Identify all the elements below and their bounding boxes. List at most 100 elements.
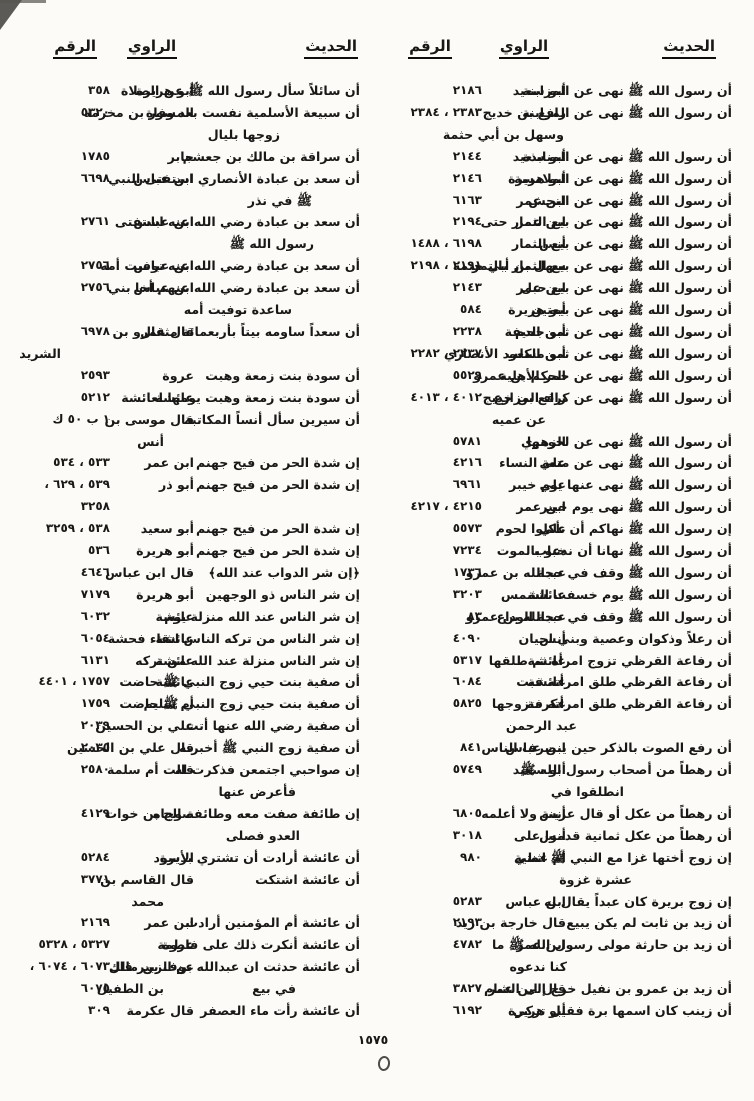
hadith-number: ٦٦٩٨: [80, 170, 110, 185]
number-cell: ٨٤١: [378, 737, 482, 759]
index-row: إن طائفة صفت معه وطائفة وجاه العدو فصلى صا…: [6, 803, 360, 847]
index-row: إن زوج أختها غزا مع النبي ﷺ اثنتي عشرة غز…: [378, 847, 732, 891]
hadith-cell: ﴿إن شر الدواب عند الله﴾: [194, 562, 360, 584]
scan-corner-artifact: [0, 0, 22, 30]
hadith-cell: أن رسول الله ﷺ وقف في حجة: [537, 562, 732, 584]
narrator-name: محمد: [131, 893, 164, 909]
hadith-text: أن سعد بن عبادة رضي الله عنه استفتى: [114, 214, 360, 230]
hadith-cell: أن زيد بن حارثة مولى رسول الله ﷺ ما كنا ن…: [492, 934, 732, 978]
number-cell: ٢١٤٦: [378, 168, 482, 190]
hadith-cell: أن رسول الله ﷺ نهى عن متعة النساء: [499, 452, 732, 474]
number-cell: ٢٠٣٩: [6, 715, 110, 737]
hadith-text: أن زيد بن ثابت لم يكن يبيع: [566, 915, 732, 931]
hadith-cell: أن رسول الله ﷺ نهى عن ثمن الدم: [515, 321, 732, 343]
narrator-name: ابن عباس: [133, 280, 194, 296]
number-cell: ٣٢٠٣: [378, 584, 482, 606]
hadith-text: أن رسول الله ﷺ نهى عن المنابذة: [522, 148, 732, 164]
index-row: أن رفع الصوت بالذكر حين ينصرف الناس ابن ع…: [378, 737, 732, 759]
hadith-text: أن سودة بنت زمعة وهبت: [205, 367, 360, 383]
index-row: أن عائشة أرادت أن تشتري بريرة الأسود ٥٢٨٤: [6, 847, 360, 869]
index-row: أن رسول الله ﷺ نهى عن حمر الأهلية الحكم ب…: [378, 365, 732, 387]
narrator-cell: خباب: [482, 540, 566, 562]
number-cell: ٤٦٤٦: [6, 562, 110, 584]
hadith-text: أن عائشة اشتكت: [255, 871, 360, 887]
narrator-name: رافع بن خديج: [482, 104, 566, 120]
number-cell: ٥٨٢٥: [378, 693, 482, 737]
index-row: أن سيرين سأل أنساً المكاتبة قال موسى بن أن…: [6, 409, 360, 453]
number-cell: ٨٣: [378, 606, 482, 628]
narrator-cell: أبو هريرة: [110, 584, 194, 606]
hadith-number: ١٧٥٩: [80, 696, 110, 711]
hadith-cell: أن عائشة رأت ماء العصفر: [194, 1000, 360, 1022]
narrator-name: أنس: [539, 630, 566, 646]
hadith-text: أن سائلاً سأل رسول الله ﷺ عن الصلاة: [120, 83, 360, 98]
hadith-cell: أن رسول الله ﷺ نهى عنها يوم خيبر: [509, 474, 732, 496]
hadith-text: عشرة غزوة: [559, 871, 632, 887]
index-row: أن رفاعة القرظي طلق امرأته فتزوجها عبد ال…: [378, 693, 732, 737]
narrator-name: ابن عمر: [516, 937, 566, 953]
narrator-name: أبو جحيفة: [504, 323, 566, 339]
number-cell: ٦١٩٢: [378, 1000, 482, 1022]
number-cell: ٥٢١٢: [6, 387, 110, 409]
header-hadith: الحديث: [194, 36, 360, 59]
hadith-cell: أن رسول الله ﷺ نهى عن كراء المزارع: [494, 387, 732, 431]
hadith-number: ٥٣٤ ، ٥٣٣: [53, 455, 110, 470]
hadith-text: أن صفية بنت حيي زوج النبي ﷺ حاضت: [119, 696, 360, 712]
hadith-text: أن رسول الله ﷺ يوم خسفت الشمس: [500, 586, 732, 602]
header-narrator: الراوي: [482, 36, 566, 59]
hadith-text: أن سيرين سأل أنساً المكاتبة: [184, 411, 360, 427]
hadith-text: أن سعد بن عبادة رضي الله عنهم أخا بني: [108, 280, 360, 296]
hadith-cell: أن صفية زوج النبي ﷺ أخبرته: [179, 737, 360, 759]
hadith-number: ٢٣٨٤ ، ٢٣٨٣: [410, 104, 482, 119]
narrator-cell: أبو هريرة: [482, 1000, 566, 1022]
narrator-name: أبو هريرة: [508, 302, 566, 318]
hadith-cell: أن رسول الله ﷺ نهى عن بيع حبل: [521, 277, 732, 299]
hadith-cell: أن رسول الله ﷺ نهى عن النجش: [528, 190, 732, 212]
number-cell: ٢٢٣٨: [378, 321, 482, 343]
hadith-cell: أن سعد بن عبادة الأنصاري استفتى النبي ﷺ ف…: [108, 168, 360, 212]
index-row: أن عائشة أم المؤمنين أرادت ابن عمر ٢١٦٩: [6, 912, 360, 934]
narrator-cell: عائشة: [482, 584, 566, 606]
index-row: أن رعلاً وذكوان وعصية وبني لحيان أنس ٤٠٩٠: [378, 628, 732, 650]
hadith-cell: أن رسول الله ﷺ نهى عن بيع الثمار: [512, 233, 732, 255]
header-number: الرقم: [6, 36, 110, 59]
number-cell: ٣٥٨: [6, 80, 110, 102]
hadith-cell: أن زيد بن ثابت لم يكن يبيع: [566, 912, 732, 934]
narrator-name: أبو سعيد: [512, 762, 566, 778]
hadith-cell: أن رعلاً وذكوان وعصية وبني لحيان: [519, 628, 732, 650]
narrator-name: قال عكرمة: [126, 1003, 194, 1019]
hadith-text: إن شدة الحر من فيح جهنم: [195, 543, 360, 559]
narrator-cell: علي: [482, 452, 567, 474]
hadith-cell: إن شر الناس منزلة عند الله من تركه: [135, 650, 360, 672]
hadith-cell: أن رفاعة القرظي تزوج امرأة ثم طلقها: [489, 650, 732, 672]
number-cell: ٦١٦٣: [378, 190, 482, 212]
number-cell: ٥٥٢٩: [378, 365, 482, 387]
narrator-cell: عبدالله بن عمرو: [466, 606, 566, 628]
hadith-number: ٦١٦٣: [452, 192, 482, 207]
narrator-cell: أبو جحيفة: [482, 321, 566, 343]
number-cell: ٦٠٣٢: [6, 606, 110, 628]
hadith-number: ٦٨٠٥: [452, 805, 482, 820]
hadith-cell: أن رسول الله ﷺ نهى يوم خيبر: [540, 496, 732, 518]
hadith-text: أن سعد بن عبادة رضي الله عنه توفيت أمه: [100, 258, 360, 274]
hadith-number: ٥٥٧٣: [452, 521, 482, 536]
narrator-cell: أبو سعيد: [482, 146, 566, 168]
number-cell: ٥٧٤٩: [378, 759, 482, 803]
number-cell: ك ٥٠ ب ١: [6, 409, 110, 453]
hadith-number: ٥٥٢٩: [452, 367, 482, 382]
index-row: أن رفاعة القرظي طلق امرأته فبت عائشة ٦٠٨٤: [378, 671, 732, 693]
hadith-cell: إن زوج بريرة كان عبداً يقال له: [544, 891, 732, 913]
narrator-name: جابر: [167, 148, 194, 164]
hadith-number: ٦٩٧٨: [80, 323, 110, 338]
number-cell: ٢٥٨٠: [6, 759, 110, 803]
hadith-text: زوجها بليال: [207, 126, 280, 142]
narrator-name: صالح بن خوات: [104, 805, 194, 821]
narrator-name: عبدالله بن عمرو: [465, 564, 566, 580]
narrator-cell: عائشة: [482, 671, 566, 693]
index-row: أن صفية بنت حيي زوج النبي ﷺ حاضت عائشة ٤٤٠…: [6, 671, 360, 693]
hadith-text: أن رفاعة القرظي طلق امرأته فتزوجها: [491, 696, 732, 712]
narrator-cell: عائشة: [110, 650, 194, 672]
hadith-text: إن شر الناس منزلة عند الله من تركه: [135, 652, 360, 668]
index-row: إن رسول الله ﷺ نهاكم أن تأكلوا لحوم علي ٥٥…: [378, 518, 732, 540]
narrator-name: علي: [539, 455, 567, 471]
